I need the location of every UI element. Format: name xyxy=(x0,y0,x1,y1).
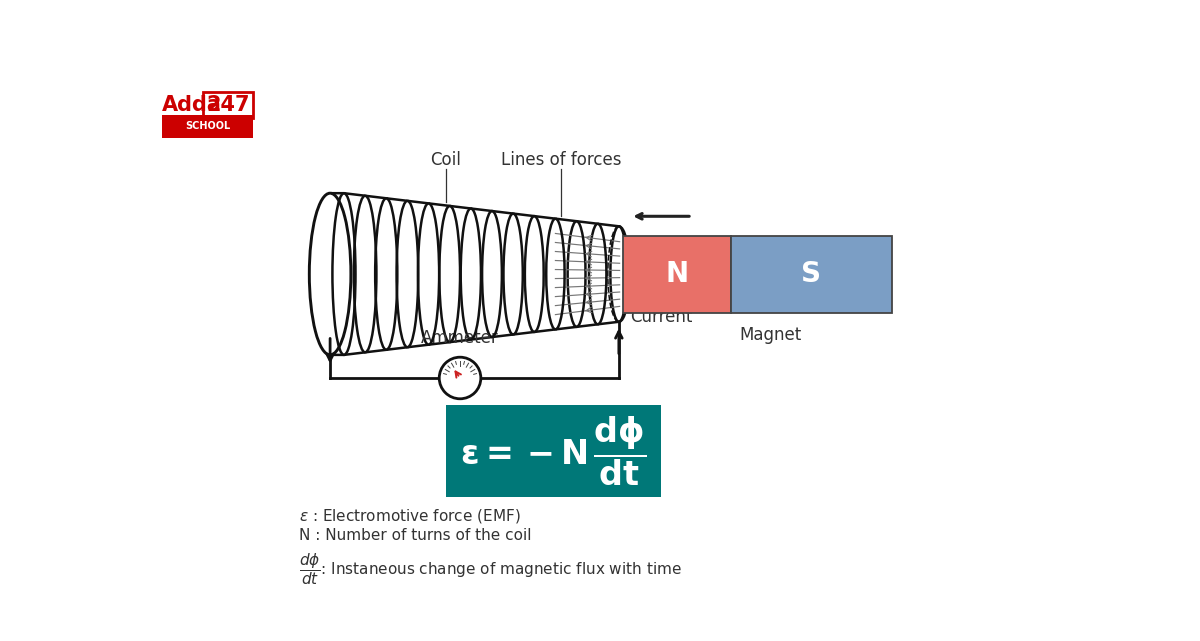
Bar xyxy=(731,235,892,313)
Bar xyxy=(623,235,731,313)
Text: Coil: Coil xyxy=(430,151,461,169)
Text: $\mathbf{\varepsilon = -N\,\dfrac{d\phi}{dt}}$: $\mathbf{\varepsilon = -N\,\dfrac{d\phi}… xyxy=(461,415,647,488)
Text: Ammeter: Ammeter xyxy=(421,329,499,347)
Text: 247: 247 xyxy=(206,95,250,115)
Text: N : Number of turns of the coil: N : Number of turns of the coil xyxy=(299,528,532,543)
Text: SCHOOL: SCHOOL xyxy=(185,121,230,131)
Text: $\varepsilon$ : Electromotive force (EMF): $\varepsilon$ : Electromotive force (EMF… xyxy=(299,507,521,526)
Text: Current: Current xyxy=(630,308,692,326)
Text: Lines of forces: Lines of forces xyxy=(500,151,622,169)
FancyBboxPatch shape xyxy=(162,115,253,138)
Text: S: S xyxy=(802,260,821,288)
FancyBboxPatch shape xyxy=(445,405,661,497)
Circle shape xyxy=(439,357,481,399)
Text: Magnet: Magnet xyxy=(739,326,802,344)
Text: Adda: Adda xyxy=(162,95,222,115)
Text: N: N xyxy=(665,260,688,288)
Text: $\dfrac{d\phi}{dt}$: Instaneous change of magnetic flux with time: $\dfrac{d\phi}{dt}$: Instaneous change o… xyxy=(299,551,682,587)
